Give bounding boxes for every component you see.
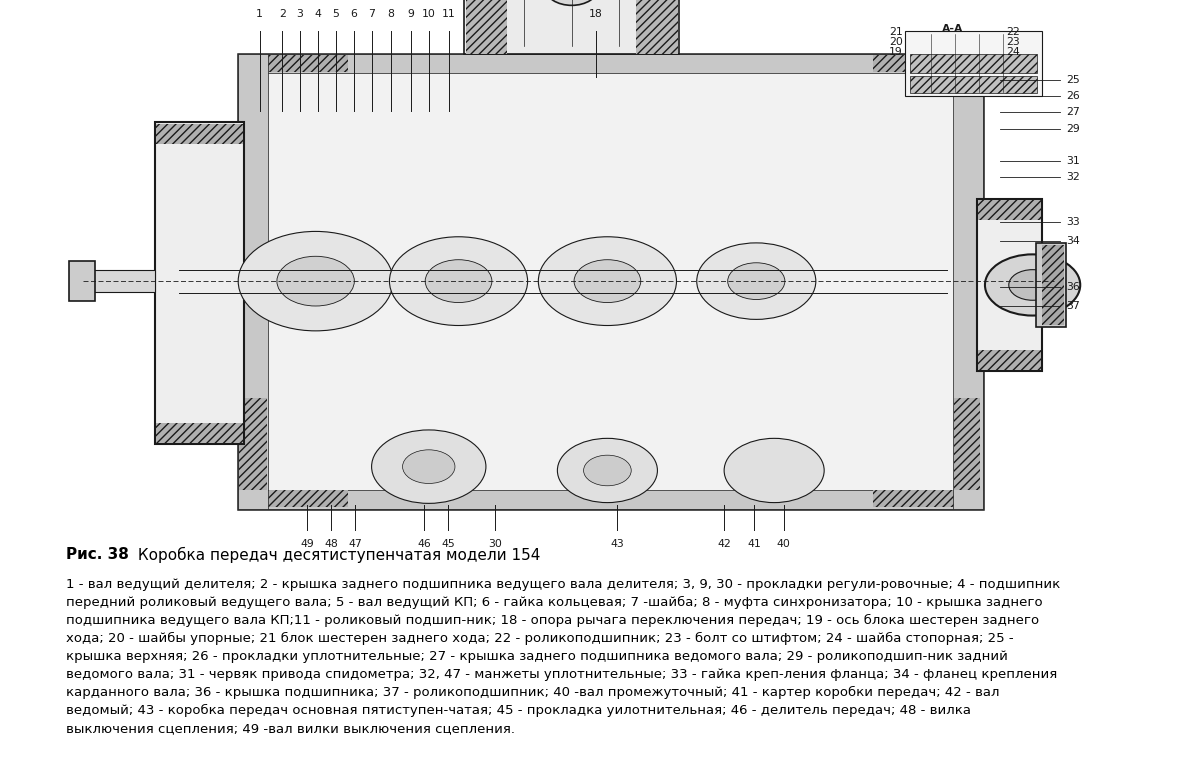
Bar bbox=[155, 122, 244, 444]
Text: 36: 36 bbox=[1066, 282, 1080, 292]
Bar bbox=[238, 490, 983, 509]
Bar bbox=[1042, 246, 1064, 325]
Text: 41: 41 bbox=[747, 539, 761, 549]
Bar bbox=[156, 124, 243, 144]
Bar bbox=[241, 490, 348, 507]
Text: 5: 5 bbox=[332, 9, 339, 19]
Text: A-A: A-A bbox=[942, 24, 964, 34]
Text: 48: 48 bbox=[324, 539, 338, 549]
Bar bbox=[69, 262, 95, 301]
Text: 18: 18 bbox=[588, 9, 603, 19]
Bar bbox=[239, 398, 267, 490]
Bar bbox=[977, 199, 1042, 371]
Circle shape bbox=[276, 256, 355, 306]
Circle shape bbox=[574, 260, 641, 303]
Circle shape bbox=[728, 263, 785, 300]
Text: 22: 22 bbox=[1006, 27, 1021, 37]
Circle shape bbox=[985, 254, 1080, 316]
Circle shape bbox=[724, 438, 824, 503]
Text: 11: 11 bbox=[442, 9, 456, 19]
Bar bbox=[954, 398, 980, 490]
Circle shape bbox=[557, 438, 657, 503]
Text: 43: 43 bbox=[610, 539, 624, 549]
Bar bbox=[636, 0, 678, 54]
Text: 32: 32 bbox=[1066, 172, 1080, 183]
Text: 31: 31 bbox=[1066, 155, 1080, 166]
Text: 24: 24 bbox=[1006, 47, 1021, 57]
Circle shape bbox=[538, 237, 676, 326]
Circle shape bbox=[1009, 270, 1056, 301]
Text: 19: 19 bbox=[888, 47, 903, 57]
Text: 4: 4 bbox=[314, 9, 322, 19]
Text: 33: 33 bbox=[1066, 216, 1080, 227]
Text: 9: 9 bbox=[407, 9, 414, 19]
Text: 1: 1 bbox=[256, 9, 263, 19]
Circle shape bbox=[425, 260, 492, 303]
Text: 3: 3 bbox=[297, 9, 304, 19]
Text: 1 - вал ведущий делителя; 2 - крышка заднего подшипника ведущего вала делителя; : 1 - вал ведущий делителя; 2 - крышка зад… bbox=[66, 578, 1060, 735]
Text: 23: 23 bbox=[1006, 37, 1021, 47]
Text: 34: 34 bbox=[1066, 236, 1080, 246]
Text: 27: 27 bbox=[1066, 106, 1080, 117]
Text: 49: 49 bbox=[300, 539, 314, 549]
Bar bbox=[156, 423, 243, 443]
Circle shape bbox=[697, 243, 816, 320]
Text: 25: 25 bbox=[1066, 75, 1080, 86]
Text: 26: 26 bbox=[1066, 90, 1080, 101]
Text: 40: 40 bbox=[777, 539, 791, 549]
Bar bbox=[241, 55, 348, 72]
Circle shape bbox=[238, 232, 393, 331]
Text: Коробка передач десятиступенчатая модели 154: Коробка передач десятиступенчатая модели… bbox=[133, 547, 541, 563]
Bar bbox=[238, 54, 983, 73]
Bar bbox=[238, 54, 268, 509]
Text: 7: 7 bbox=[368, 9, 375, 19]
Text: 47: 47 bbox=[348, 539, 362, 549]
Bar bbox=[978, 200, 1041, 220]
Text: 37: 37 bbox=[1066, 301, 1080, 311]
Text: 42: 42 bbox=[717, 539, 731, 549]
Circle shape bbox=[545, 0, 598, 5]
Text: 46: 46 bbox=[417, 539, 431, 549]
Bar bbox=[464, 0, 679, 54]
Bar bbox=[910, 76, 1037, 93]
Bar bbox=[978, 350, 1041, 370]
Circle shape bbox=[389, 237, 528, 326]
Text: 2: 2 bbox=[279, 9, 286, 19]
Bar bbox=[905, 31, 1042, 96]
Text: 6: 6 bbox=[350, 9, 357, 19]
Text: 45: 45 bbox=[441, 539, 455, 549]
Text: 29: 29 bbox=[1066, 123, 1080, 134]
Text: 10: 10 bbox=[422, 9, 436, 19]
Circle shape bbox=[372, 430, 486, 503]
Bar bbox=[953, 54, 983, 509]
Bar bbox=[1036, 243, 1066, 327]
Bar bbox=[873, 55, 980, 72]
Bar bbox=[910, 54, 1037, 73]
Circle shape bbox=[403, 450, 455, 483]
Bar bbox=[466, 0, 507, 54]
Text: 21: 21 bbox=[888, 27, 903, 37]
Circle shape bbox=[584, 455, 631, 486]
Text: Рис. 38: Рис. 38 bbox=[66, 547, 129, 562]
Bar bbox=[873, 490, 980, 507]
Bar bbox=[83, 271, 155, 292]
Text: 8: 8 bbox=[387, 9, 394, 19]
Text: 20: 20 bbox=[888, 37, 903, 47]
Bar bbox=[238, 54, 983, 509]
Text: 30: 30 bbox=[488, 539, 503, 549]
